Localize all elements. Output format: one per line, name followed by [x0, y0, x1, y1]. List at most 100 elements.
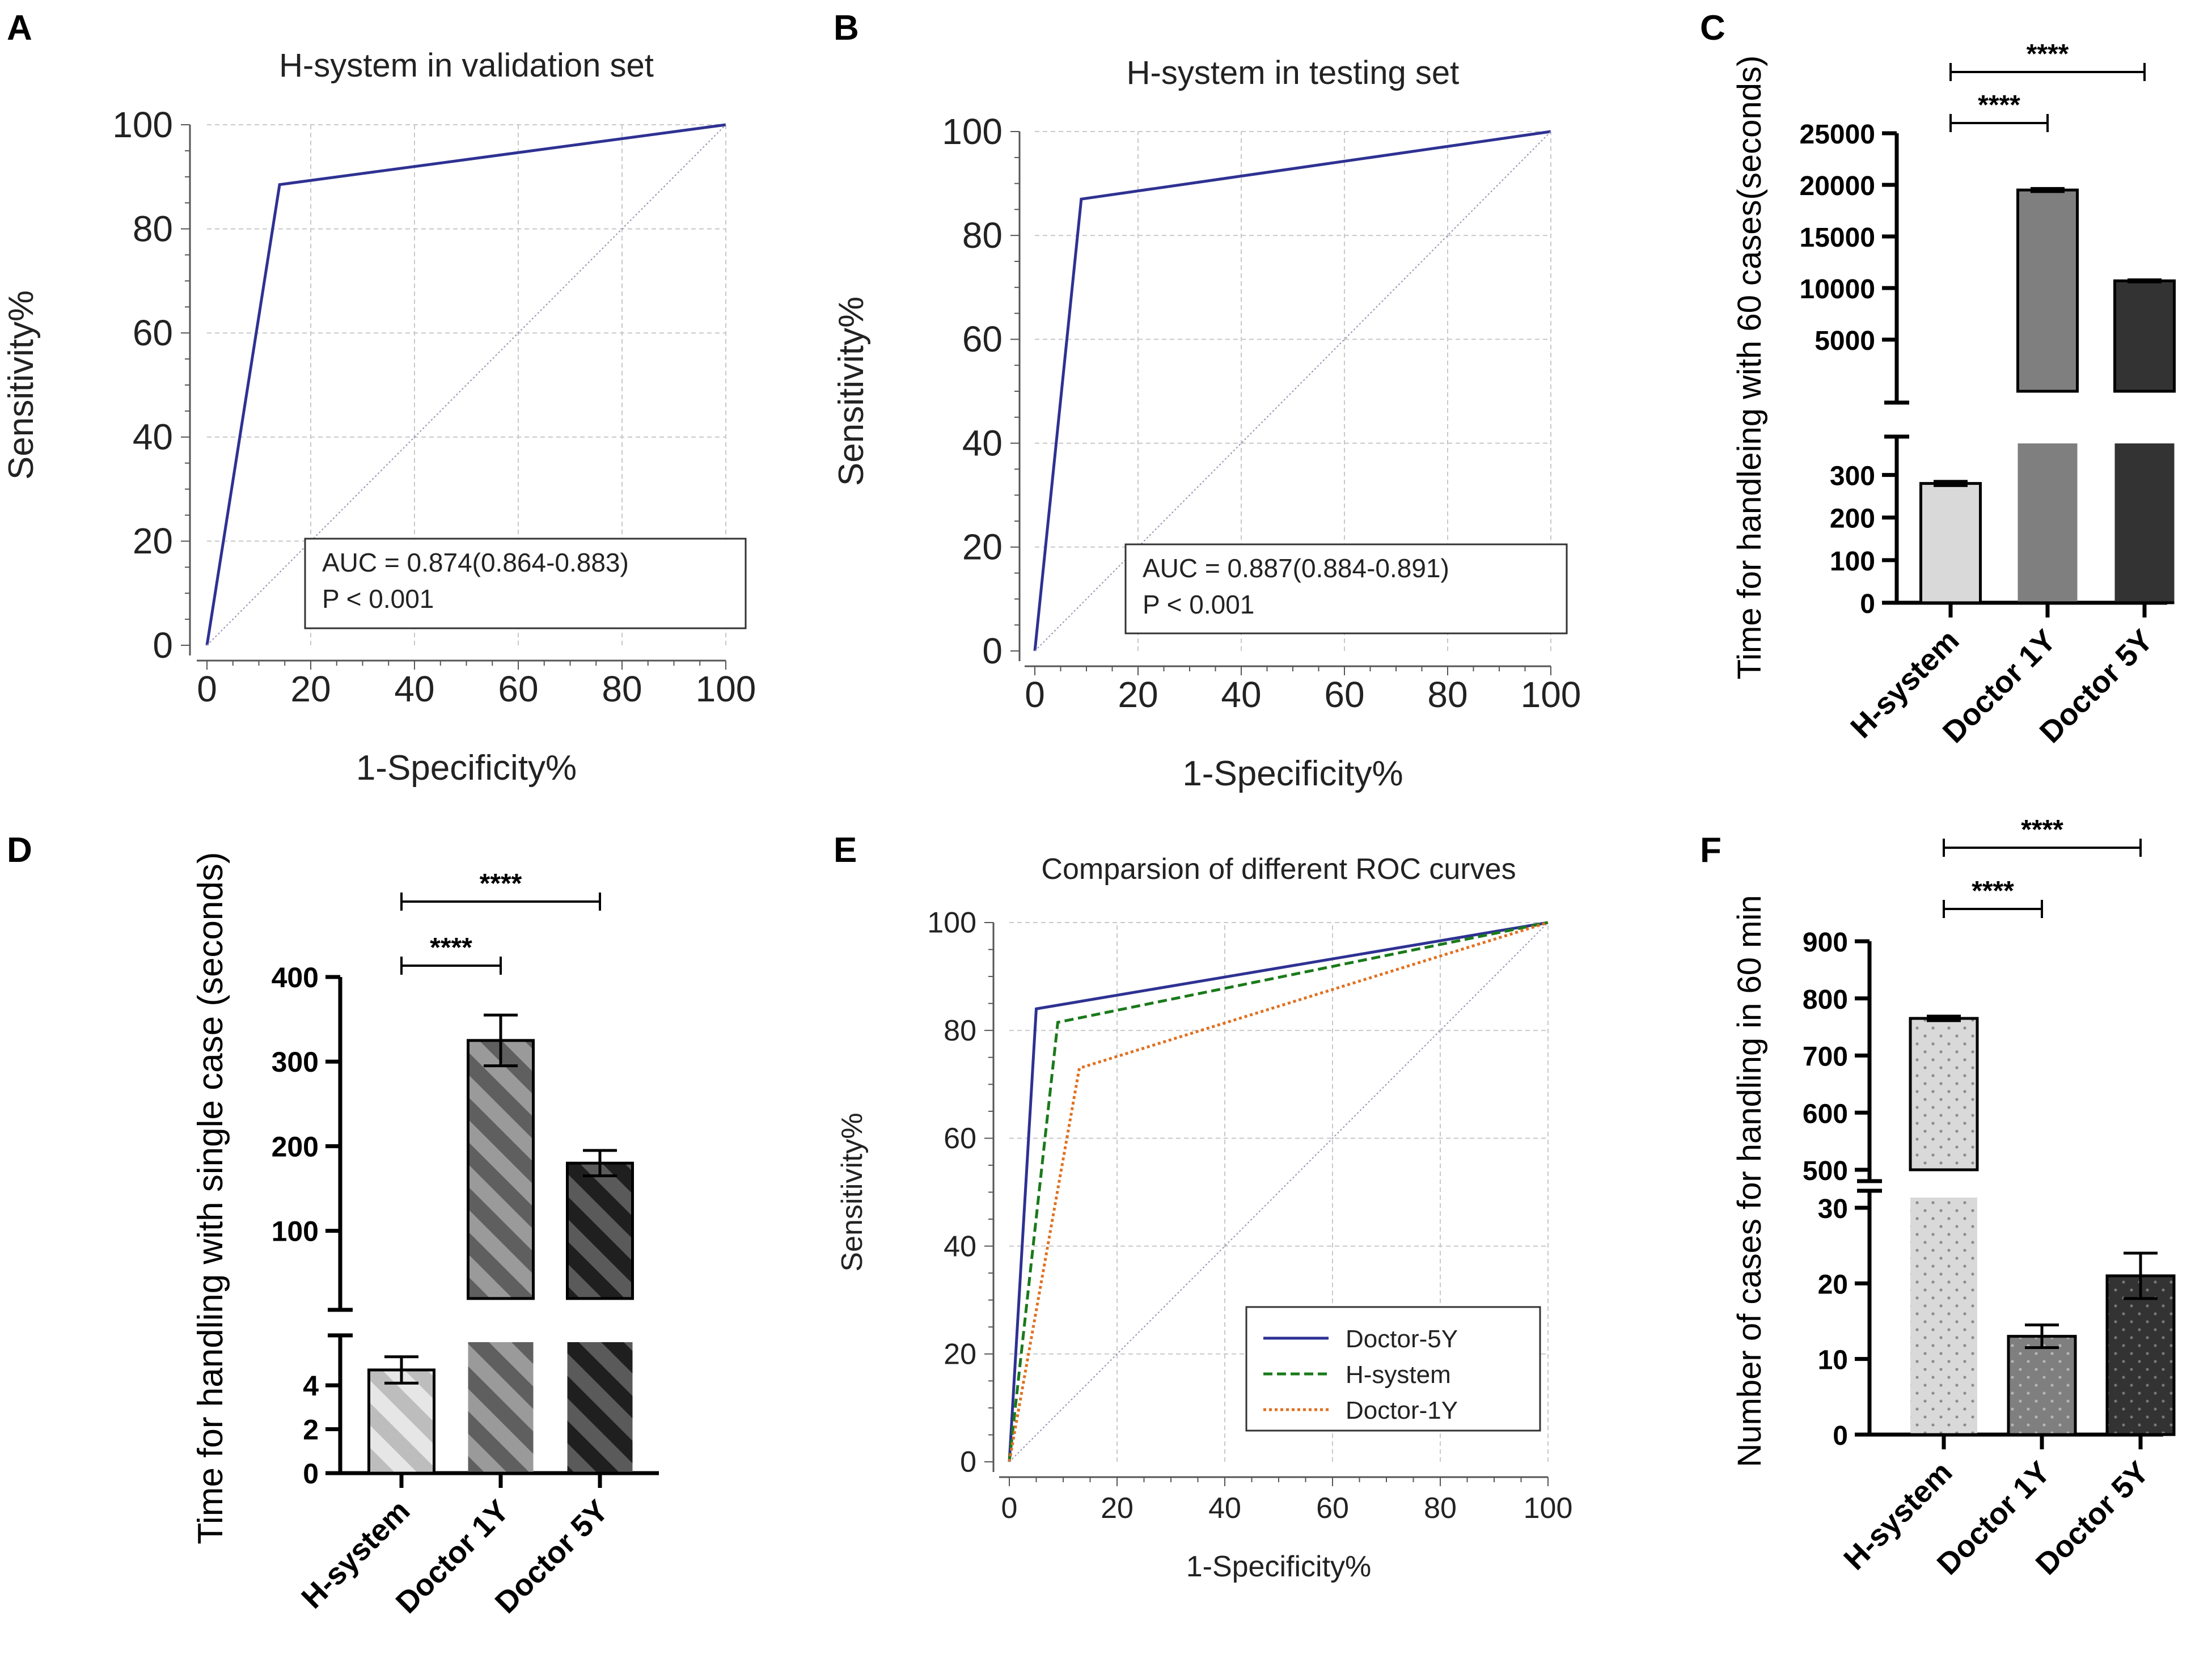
x-tick-label: 40	[1221, 674, 1261, 715]
x-tick-label: 100	[1521, 674, 1581, 715]
bar-h-system-lower	[1910, 1198, 1977, 1435]
series-line-h-system	[1008, 921, 1549, 1462]
series-line-h-system	[1033, 130, 1551, 652]
y-tick-label: 10	[1818, 1346, 1848, 1376]
x-tick-label: 0	[197, 669, 217, 709]
x-tick-label: 100	[1524, 1492, 1573, 1525]
y-tick-label: 0	[982, 631, 1003, 671]
y-axis-label: Time for handling with single case (seco…	[191, 852, 230, 1544]
bar-doctor-5y-lower	[567, 1342, 633, 1473]
x-tick-label: 20	[1118, 674, 1158, 715]
bar-doctor-5y-upper	[2113, 279, 2176, 393]
y-axis-label: Number of cases for handling in 60 min	[1731, 895, 1768, 1467]
panel-letter-d: D	[7, 831, 32, 870]
series-line-doctor-5y	[1008, 921, 1549, 1462]
significance-label: ****	[1972, 876, 2014, 906]
x-axis-label: 1-Specificity%	[1186, 1550, 1372, 1583]
legend-box	[1245, 1306, 1541, 1432]
y-tick-label: 20000	[1800, 171, 1875, 201]
legend-label-doctor-5y: Doctor-5Y	[1346, 1325, 1458, 1353]
annotation-box	[1124, 543, 1568, 635]
x-tick-label: 60	[1324, 674, 1364, 715]
y-tick-label: 80	[133, 208, 173, 249]
roc-chart-comparison: 0 20 40 60 80 100 0 20 40 60 80 100 Comparsion of di…	[836, 853, 1572, 1583]
y-tick-label: 25000	[1800, 120, 1875, 150]
x-tick-label: 100	[696, 669, 756, 709]
y-tick-label: 100	[112, 104, 173, 145]
x-axis-label: 1-Specificity%	[356, 748, 577, 788]
bar-doctor-1y-lower	[2018, 443, 2078, 603]
x-tick-label: 0	[1001, 1492, 1018, 1525]
y-tick-label: 20	[944, 1338, 976, 1371]
roc-chart-testing: 0 20 40 60 80 100 0 20 40 60 80 100 H-system in test…	[832, 54, 1581, 793]
y-tick-label: 40	[133, 417, 173, 458]
y-tick-label: 80	[944, 1014, 976, 1047]
x-tick-label: 40	[1208, 1492, 1241, 1525]
y-tick-label: 5000	[1815, 326, 1875, 356]
series-line-h-system	[205, 123, 726, 646]
x-tick-label: 80	[1427, 674, 1467, 715]
y-tick-label: 0	[1860, 589, 1875, 619]
y-tick-label: 0	[303, 1458, 319, 1490]
panel-letter-e: E	[834, 831, 857, 870]
series-line-reference	[1034, 131, 1551, 652]
y-axis-label: Sensitivity%	[832, 297, 871, 486]
y-tick-label: 0	[960, 1446, 976, 1479]
y-tick-label: 20	[133, 521, 173, 561]
significance-label: ****	[480, 869, 522, 899]
y-tick-label: 200	[272, 1131, 319, 1162]
y-tick-label: 30	[1818, 1194, 1848, 1224]
bar-doctor-1y	[2007, 1335, 2077, 1436]
y-tick-label: 600	[1803, 1099, 1848, 1129]
y-tick-label: 40	[944, 1230, 976, 1263]
x-tick-label: 80	[602, 669, 642, 709]
x-axis-label: 1-Specificity%	[1182, 754, 1403, 793]
bar-doctor-1y-lower	[468, 1342, 534, 1473]
y-axis-label: Time for handleing with 60 cases(seconds…	[1731, 56, 1768, 679]
annotation-line: AUC = 0.874(0.864-0.883)	[322, 548, 629, 577]
annotation-line: AUC = 0.887(0.884-0.891)	[1143, 553, 1449, 583]
legend-label-doctor-1y: Doctor-1Y	[1346, 1397, 1458, 1424]
series-line-reference	[1009, 922, 1549, 1462]
bar-doctor-5y-lower	[2114, 443, 2175, 603]
bar-doctor-1y-upper	[2016, 188, 2079, 393]
y-tick-label: 20	[962, 527, 1003, 568]
y-tick-label: 80	[962, 215, 1003, 256]
y-tick-label: 100	[1830, 547, 1875, 577]
panel-letter-a: A	[7, 9, 32, 48]
y-tick-label: 800	[1803, 985, 1848, 1015]
bar-h-system-upper	[1909, 1017, 1979, 1171]
chart-title: Comparsion of different ROC curves	[1041, 853, 1516, 886]
bar-h-system	[1919, 482, 1982, 604]
y-axis-label: Sensitivity%	[2, 290, 41, 480]
y-tick-label: 200	[1830, 504, 1875, 534]
y-tick-label: 400	[272, 962, 319, 993]
annotation-line: P < 0.001	[322, 584, 434, 614]
y-tick-label: 2	[303, 1414, 319, 1446]
chart-title: H-system in testing set	[1127, 54, 1460, 91]
y-tick-label: 0	[1833, 1421, 1848, 1451]
y-tick-label: 100	[942, 111, 1003, 152]
roc-chart-validation: 0 20 40 60 80 100 0 20 40 60 80 100 H-system in vali…	[2, 47, 756, 788]
y-tick-label: 10000	[1800, 274, 1875, 304]
y-tick-label: 0	[153, 625, 173, 666]
x-tick-label: 20	[1101, 1492, 1134, 1525]
y-axis-label: Sensitivity%	[836, 1113, 869, 1271]
y-tick-label: 20	[1818, 1270, 1848, 1300]
significance-label: ****	[2027, 39, 2069, 69]
y-tick-label: 60	[962, 319, 1003, 359]
y-tick-label: 300	[1830, 462, 1875, 492]
panel-letter-b: B	[834, 9, 859, 48]
y-tick-label: 60	[944, 1122, 976, 1155]
x-tick-label: 20	[290, 669, 331, 709]
y-tick-label: 60	[133, 312, 173, 353]
chart-title: H-system in validation set	[279, 47, 654, 84]
annotation-box	[304, 538, 747, 629]
y-tick-label: 15000	[1800, 223, 1875, 253]
bar-chart-time-60-cases: 0100200300500010000150002000025000H-syst…	[1731, 39, 2176, 750]
y-tick-label: 500	[1803, 1156, 1848, 1186]
significance-label: ****	[2021, 815, 2063, 845]
